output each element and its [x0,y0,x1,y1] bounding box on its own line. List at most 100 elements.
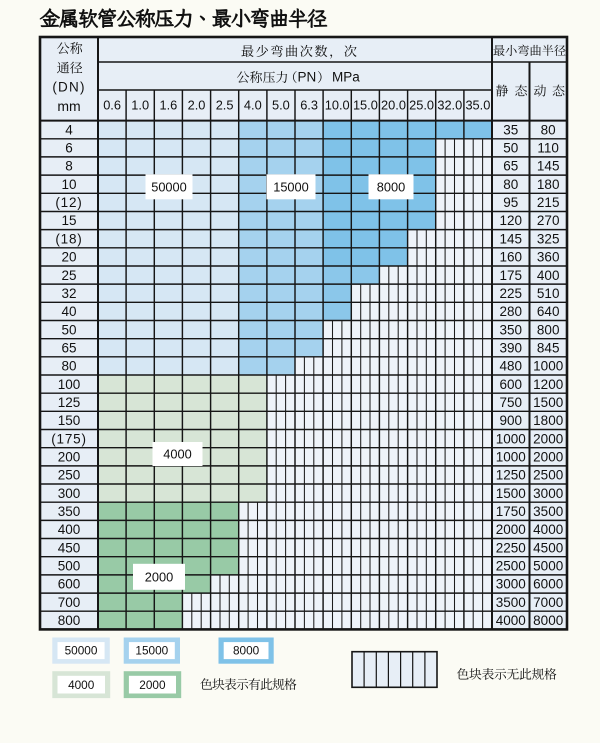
svg-text:95: 95 [503,195,518,210]
svg-text:1000: 1000 [496,450,526,465]
svg-text:480: 480 [500,359,523,374]
svg-text:400: 400 [58,522,81,537]
svg-text:50000: 50000 [65,644,98,658]
svg-text:5000: 5000 [533,559,563,574]
svg-text:50: 50 [61,322,76,337]
svg-text:6: 6 [65,141,73,156]
svg-text:(DN): (DN) [52,80,85,95]
svg-text:2.5: 2.5 [216,98,234,113]
svg-text:4000: 4000 [163,447,191,462]
svg-text:390: 390 [500,340,523,355]
svg-text:360: 360 [537,250,560,265]
svg-text:2000: 2000 [533,431,563,446]
svg-text:2.0: 2.0 [188,98,206,113]
svg-text:600: 600 [500,377,523,392]
svg-text:160: 160 [500,250,523,265]
svg-text:10.0: 10.0 [325,98,350,113]
svg-text:845: 845 [537,340,560,355]
svg-text:700: 700 [58,595,81,610]
svg-text:800: 800 [537,322,560,337]
svg-text:2500: 2500 [496,559,526,574]
svg-text:3000: 3000 [496,577,526,592]
svg-text:3500: 3500 [496,595,526,610]
svg-text:8000: 8000 [533,613,563,628]
svg-text:400: 400 [537,268,560,283]
svg-text:250: 250 [58,468,81,483]
svg-text:15000: 15000 [135,644,168,658]
svg-text:1000: 1000 [533,359,563,374]
svg-text:1.0: 1.0 [131,98,149,113]
svg-text:110: 110 [537,141,559,156]
svg-text:175: 175 [500,268,523,283]
svg-text:120: 120 [500,213,523,228]
svg-text:2000: 2000 [496,522,526,537]
svg-text:450: 450 [58,540,81,555]
svg-text:4000: 4000 [496,613,526,628]
svg-text:80: 80 [503,177,518,192]
svg-text:4000: 4000 [68,678,95,692]
svg-text:0.6: 0.6 [103,98,121,113]
svg-text:1800: 1800 [533,413,563,428]
svg-text:500: 500 [58,559,81,574]
svg-text:8000: 8000 [377,179,405,194]
svg-text:640: 640 [537,304,560,319]
svg-text:5.0: 5.0 [272,98,290,113]
svg-text:1200: 1200 [533,377,563,392]
svg-text:325: 325 [537,231,560,246]
svg-text:50000: 50000 [151,179,187,194]
svg-text:145: 145 [537,159,560,174]
svg-text:225: 225 [500,286,523,301]
svg-text:125: 125 [58,395,81,410]
svg-text:(18): (18) [55,231,82,246]
svg-text:65: 65 [503,159,518,174]
svg-text:PN: PN [298,70,317,85]
svg-text:6000: 6000 [533,577,563,592]
svg-text:20.0: 20.0 [381,98,406,113]
svg-text:65: 65 [61,340,76,355]
svg-text:8: 8 [65,159,73,174]
svg-text:1500: 1500 [496,486,526,501]
svg-text:15.0: 15.0 [353,98,378,113]
svg-text:32.0: 32.0 [437,98,462,113]
svg-text:900: 900 [500,413,523,428]
svg-text:1750: 1750 [496,504,526,519]
svg-text:80: 80 [61,359,76,374]
svg-text:280: 280 [500,304,523,319]
svg-text:40: 40 [61,304,76,319]
svg-text:2000: 2000 [139,678,166,692]
svg-text:2000: 2000 [533,450,563,465]
svg-text:20: 20 [61,250,76,265]
svg-text:32: 32 [61,286,76,301]
svg-text:350: 350 [58,504,81,519]
svg-text:145: 145 [500,231,523,246]
svg-text:4000: 4000 [533,522,563,537]
svg-text:3500: 3500 [533,504,563,519]
svg-text:4500: 4500 [533,540,563,555]
svg-text:3000: 3000 [533,486,563,501]
svg-text:2250: 2250 [496,540,526,555]
svg-text:270: 270 [537,213,560,228]
svg-text:35.0: 35.0 [465,98,490,113]
svg-text:300: 300 [58,486,81,501]
svg-text:10: 10 [61,177,76,192]
svg-text:MPa: MPa [332,70,360,85]
svg-text:50: 50 [503,141,518,156]
svg-text:6.3: 6.3 [300,98,318,113]
svg-text:100: 100 [58,377,81,392]
svg-text:8000: 8000 [233,644,260,658]
svg-text:200: 200 [58,450,81,465]
svg-text:25: 25 [61,268,76,283]
svg-text:(175): (175) [51,431,87,446]
svg-text:180: 180 [537,177,560,192]
svg-text:7000: 7000 [533,595,563,610]
svg-text:1.6: 1.6 [160,98,178,113]
svg-text:15000: 15000 [273,179,309,194]
svg-text:600: 600 [58,577,81,592]
svg-text:800: 800 [58,613,81,628]
svg-text:350: 350 [500,322,523,337]
svg-text:35: 35 [503,122,518,137]
svg-text:2500: 2500 [533,468,563,483]
svg-text:750: 750 [500,395,523,410]
svg-text:15: 15 [61,213,76,228]
svg-text:80: 80 [541,122,556,137]
